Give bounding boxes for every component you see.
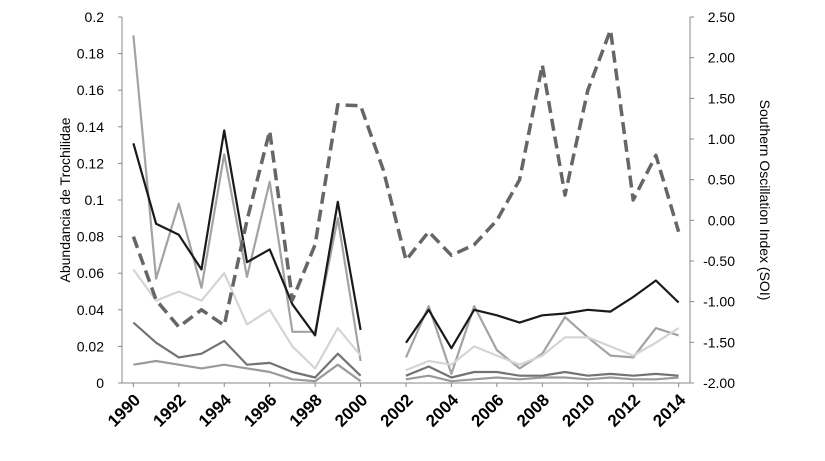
x-tick-label: 1994 <box>195 390 236 431</box>
x-tick-label: 2006 <box>468 390 508 430</box>
series-line <box>133 359 679 383</box>
x-tick-label: 2014 <box>649 390 690 431</box>
x-tick-label: 2010 <box>558 390 598 430</box>
series-line <box>132 268 680 372</box>
y-tick-label: 0.18 <box>77 46 104 62</box>
x-tick-label: 1992 <box>149 390 189 430</box>
x-tick-label: 1998 <box>286 390 326 430</box>
y2-tick-label: -0.50 <box>703 253 735 269</box>
series-line <box>132 321 679 379</box>
y-tick-label: 0.16 <box>77 82 104 98</box>
y2-tick-label: 2.50 <box>708 9 735 25</box>
series-line <box>131 28 681 329</box>
x-tick-label: 1996 <box>240 390 280 430</box>
y2-tick-label: 0.50 <box>708 172 735 188</box>
y2-tick-label: 1.00 <box>708 131 735 147</box>
y2-tick-label: 2.00 <box>708 50 735 66</box>
y2-axis-title: Southern Oscillation Index (SOI) <box>757 100 773 301</box>
x-tick-label: 2004 <box>422 390 463 431</box>
y-tick-label: 0.1 <box>85 192 105 208</box>
y-tick-label: 0.08 <box>77 229 104 245</box>
y2-tick-label: -1.00 <box>703 294 735 310</box>
y-tick-label: 0.2 <box>85 9 105 25</box>
y2-tick-label: -2.00 <box>703 375 735 391</box>
x-tick-label: 2012 <box>604 390 644 430</box>
y-tick-label: 0.12 <box>77 155 104 171</box>
y-tick-label: 0 <box>96 375 104 391</box>
y2-tick-label: 0.00 <box>708 212 735 228</box>
y-tick-label: 0.06 <box>77 265 104 281</box>
y2-tick-label: 1.50 <box>708 90 735 106</box>
series-line <box>132 35 679 375</box>
x-tick-label: 2008 <box>513 390 553 430</box>
y-tick-label: 0.04 <box>77 302 104 318</box>
x-tick-label: 2000 <box>331 390 371 430</box>
y-tick-label: 0.14 <box>77 119 104 135</box>
y2-tick-label: -1.50 <box>703 334 735 350</box>
x-tick-label: 2002 <box>377 390 417 430</box>
y-axis-title: Abundancia de Trochilidae <box>57 117 73 282</box>
y-tick-label: 0.02 <box>77 338 104 354</box>
x-tick-label: 1990 <box>104 390 144 430</box>
series-line <box>132 129 680 350</box>
